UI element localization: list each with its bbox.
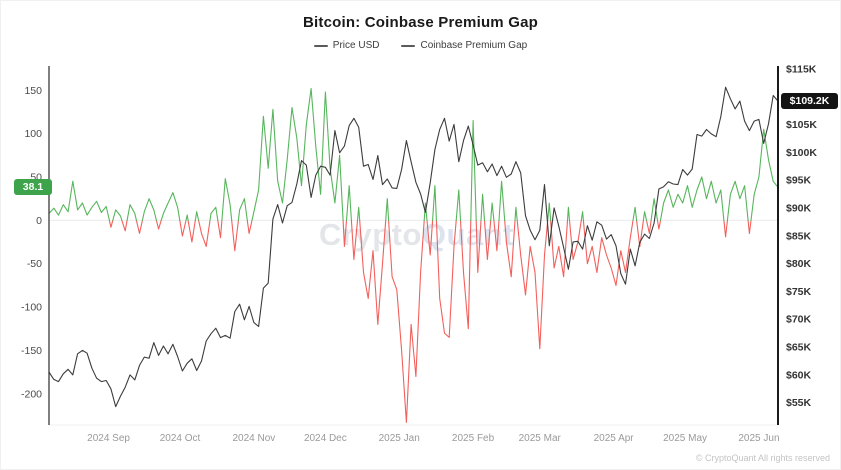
y-axis-tick-right: $75K xyxy=(786,286,812,298)
legend-item-price-usd[interactable]: Price USD xyxy=(313,40,380,51)
x-axis-tick: 2024 Nov xyxy=(232,433,275,444)
legend-item-coinbase-premium-gap[interactable]: Coinbase Premium Gap xyxy=(401,40,527,51)
x-axis-tick: 2024 Sep xyxy=(87,433,130,444)
y-axis-tick-right: $70K xyxy=(786,314,812,326)
y-axis-tick-right: $65K xyxy=(786,342,812,354)
premium-gap-line-positive xyxy=(48,87,779,221)
x-axis-tick: 2025 Jun xyxy=(738,433,779,444)
legend-label-price-usd: Price USD xyxy=(332,40,380,51)
x-axis-tick: 2025 May xyxy=(663,433,707,444)
x-axis-tick: 2025 Feb xyxy=(452,433,495,444)
y-axis-tick-left: 150 xyxy=(24,85,42,97)
premium-last-value-badge: 38.1 xyxy=(14,179,52,196)
premium-line-swatch-icon xyxy=(401,44,416,47)
y-axis-tick-left: 100 xyxy=(24,128,42,140)
y-axis-tick-right: $105K xyxy=(786,119,817,131)
watermark-part1: Crypto xyxy=(319,217,422,252)
y-axis-tick-left: -200 xyxy=(21,388,42,400)
y-axis-tick-left: 0 xyxy=(36,215,42,227)
price-line xyxy=(48,86,779,408)
y-axis-tick-left: -100 xyxy=(21,302,42,314)
y-axis-tick-right: $80K xyxy=(786,258,812,270)
page-title: Bitcoin: Coinbase Premium Gap xyxy=(302,14,538,31)
premium-gap-line-negative xyxy=(108,219,752,423)
y-axis-tick-left: -50 xyxy=(27,258,42,270)
y-axis-tick-right: $95K xyxy=(786,175,812,187)
y-axis-tick-right: $60K xyxy=(786,369,812,381)
x-axis-tick: 2024 Dec xyxy=(304,433,347,444)
y-axis-tick-right: $115K xyxy=(786,63,817,75)
x-axis-tick: 2025 Mar xyxy=(519,433,562,444)
y-axis-tick-left: 50 xyxy=(30,171,42,183)
price-last-value-badge: $109.2K xyxy=(781,93,838,110)
legend-label-coinbase-premium-gap: Coinbase Premium Gap xyxy=(420,40,528,51)
copyright-notice: © CryptoQuant All rights reserved xyxy=(695,453,830,463)
price-line-swatch-icon xyxy=(313,44,328,47)
y-axis-tick-right: $85K xyxy=(786,230,812,242)
x-axis-tick: 2024 Oct xyxy=(160,433,201,444)
x-axis-tick: 2025 Jan xyxy=(379,433,420,444)
y-axis-tick-left: -150 xyxy=(21,345,42,357)
y-axis-tick-right: $100K xyxy=(786,147,817,159)
y-axis-tick-right: $90K xyxy=(786,202,812,214)
y-axis-tick-right: $55K xyxy=(786,397,812,409)
x-axis-tick: 2025 Apr xyxy=(594,433,635,444)
legend: Price USD Coinbase Premium Gap xyxy=(1,40,840,51)
